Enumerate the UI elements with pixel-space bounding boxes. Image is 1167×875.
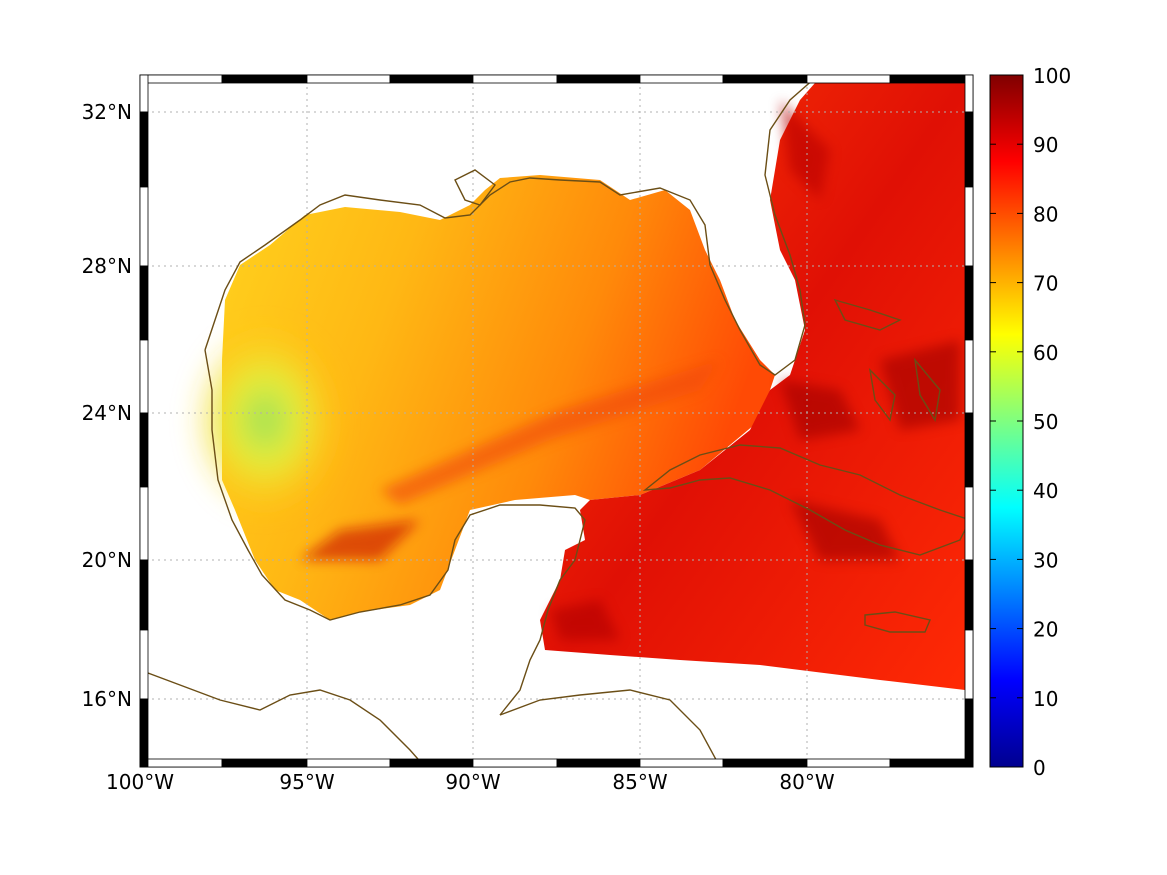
colorbar-tick-label: 90: [1033, 133, 1058, 157]
lat-label-28n: 28°N: [82, 254, 132, 278]
frame-segment: [964, 186, 974, 267]
lon-label-100w: 100°W: [106, 770, 174, 794]
frame-segment: [556, 758, 641, 768]
colorbar-tick-label: 70: [1033, 272, 1058, 296]
lat-label-20n: 20°N: [82, 548, 132, 572]
frame-segment: [139, 74, 149, 113]
frame-segment: [306, 758, 391, 768]
gulf-field: [222, 175, 775, 620]
frame-segment: [306, 74, 391, 84]
frame-segment: [472, 74, 558, 84]
bahamas-2: [868, 367, 896, 422]
frame-segment: [139, 559, 149, 631]
frame-segment: [889, 74, 974, 84]
frame-segment: [964, 339, 974, 414]
frame-segment: [639, 74, 724, 84]
frame-segment: [139, 74, 223, 84]
frame-segment: [139, 758, 223, 768]
frame-segment: [389, 74, 474, 84]
colorbar-tick-label: 0: [1033, 756, 1046, 780]
frame-segment: [139, 265, 149, 341]
lon-label-95w: 95°W: [279, 770, 334, 794]
colorbar-tick-label: 40: [1033, 479, 1058, 503]
frame-segment: [806, 74, 891, 84]
frame-segment: [964, 698, 974, 768]
lat-label-24n: 24°N: [82, 401, 132, 425]
bahamas-3: [913, 357, 941, 422]
bahamas-1: [833, 298, 902, 331]
mississippi-delta: [454, 169, 496, 206]
honduras-coast: [499, 689, 721, 767]
lat-label-16n: 16°N: [82, 687, 132, 711]
coastlines: [140, 77, 971, 767]
frame-segment: [806, 758, 891, 768]
lon-labels: 100°W 95°W 90°W 85°W 80°W: [106, 770, 835, 794]
frame-segment: [139, 629, 149, 700]
frame-segment: [139, 698, 149, 768]
colorbar-tick-label: 20: [1033, 618, 1058, 642]
frame-segment: [964, 629, 974, 700]
frame-segment: [889, 758, 974, 768]
colorbar-tick-label: 100: [1033, 64, 1071, 88]
frame-segment: [964, 412, 974, 488]
lat-label-32n: 32°N: [82, 100, 132, 124]
frame-segment: [389, 758, 474, 768]
lon-label-90w: 90°W: [445, 770, 500, 794]
colorbar-tick-label: 30: [1033, 548, 1058, 572]
colorbar-tick-label: 80: [1033, 202, 1058, 226]
frame-segment: [139, 339, 149, 414]
gulf-coast: [204, 77, 816, 376]
frame-segment: [139, 486, 149, 561]
colorbar-tick-label: 60: [1033, 341, 1058, 365]
frame-segment: [964, 486, 974, 561]
frame-segment: [472, 758, 558, 768]
central-america-coast: [140, 669, 426, 767]
mexico-coast: [204, 349, 586, 716]
frame-segment: [964, 111, 974, 188]
plot-area: [140, 75, 973, 767]
frame-segment: [221, 758, 308, 768]
frame-segment: [964, 74, 974, 113]
lon-label-80w: 80°W: [779, 770, 834, 794]
gridlines: [140, 75, 973, 767]
western-gulf-cool-zone: [190, 325, 340, 515]
jamaica: [864, 611, 931, 633]
frame-segment: [139, 186, 149, 267]
lat-labels: 32°N 28°N 24°N 20°N 16°N: [82, 100, 132, 711]
colorbar-tick-label: 10: [1033, 687, 1058, 711]
frame-segment: [139, 412, 149, 488]
map-frame: [139, 74, 974, 768]
lon-label-85w: 85°W: [612, 770, 667, 794]
frame-segment: [964, 265, 974, 341]
warm-streaks: [300, 100, 960, 640]
frame-segment: [221, 74, 308, 84]
colorbar-tick-label: 50: [1033, 410, 1058, 434]
frame-segment: [722, 74, 808, 84]
frame-segment: [556, 74, 641, 84]
frame-segment: [639, 758, 724, 768]
frame-segment: [964, 559, 974, 631]
frame-segment: [722, 758, 808, 768]
frame-segment: [139, 111, 149, 188]
